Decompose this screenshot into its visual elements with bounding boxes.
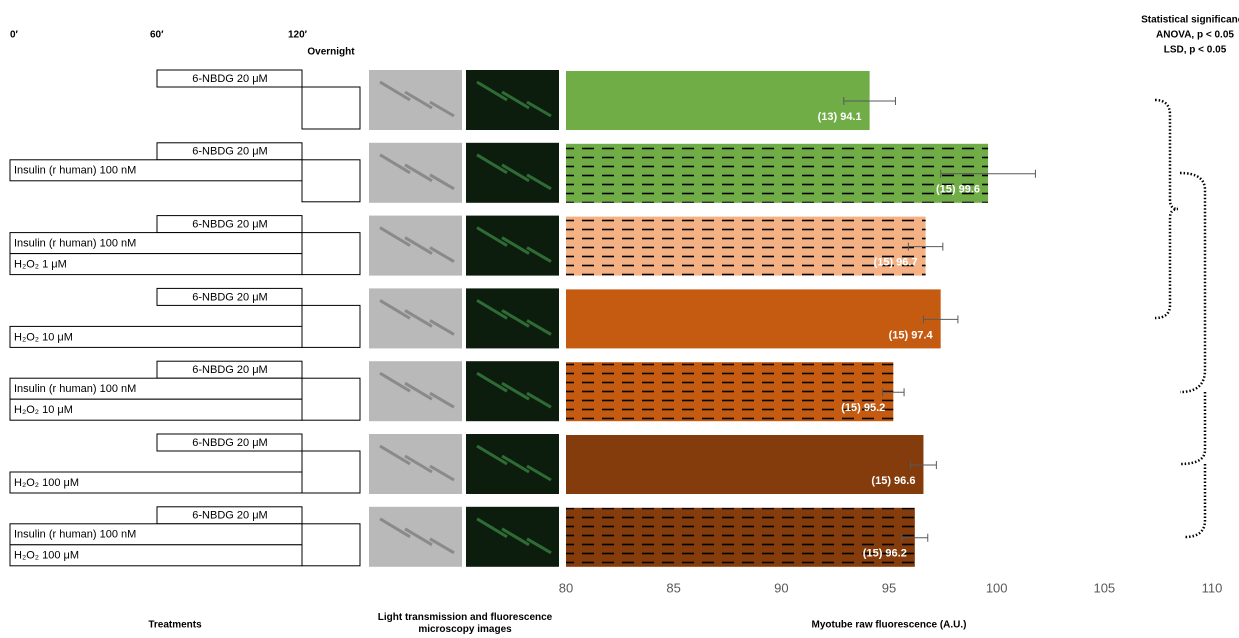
value-label: (15) 99.6 — [936, 184, 980, 196]
bar — [566, 217, 926, 276]
light-image — [369, 434, 462, 494]
light-image — [369, 143, 462, 203]
treatment-label: Insulin (r human) 100 nM — [14, 165, 136, 177]
significance-title: Statistical significance — [1141, 15, 1239, 26]
treatment-label: H₂O₂ 10 μM — [14, 404, 73, 416]
treatment-label: 6-NBDG 20 μM — [192, 364, 267, 376]
figure: 0′ 60′ 120′ Overnight Statistical signif… — [0, 0, 1239, 638]
value-label: (15) 96.2 — [863, 548, 907, 560]
value-label: (15) 95.2 — [841, 402, 885, 414]
x-tick-label: 110 — [1202, 580, 1223, 595]
time-label: 60′ — [150, 30, 164, 41]
overnight-box — [302, 378, 360, 420]
treatment-label: 6-NBDG 20 μM — [192, 510, 267, 522]
value-label: (13) 94.1 — [818, 111, 862, 123]
x-tick-label: 100 — [986, 580, 1008, 595]
fluorescence-image — [466, 288, 559, 348]
light-image — [369, 70, 462, 130]
significance-brace — [1155, 100, 1178, 318]
overnight-box — [302, 160, 360, 202]
bar — [566, 435, 923, 494]
treatments-label: Treatments — [148, 620, 202, 631]
fluorescence-image — [466, 361, 559, 421]
fluorescence-image — [466, 216, 559, 276]
x-tick-label: 105 — [1093, 580, 1115, 595]
x-tick-label: 90 — [774, 580, 788, 595]
images-label-box: Light transmission and fluorescence micr… — [360, 612, 570, 638]
overnight-box — [302, 233, 360, 275]
treatment-label: Insulin (r human) 100 nM — [14, 238, 136, 250]
treatment-label: Insulin (r human) 100 nM — [14, 383, 136, 395]
treatment-label: 6-NBDG 20 μM — [192, 219, 267, 231]
treatment-label: 6-NBDG 20 μM — [192, 73, 267, 85]
x-axis-label: Myotube raw fluorescence (A.U.) — [811, 620, 966, 631]
significance-line: ANOVA, p < 0.05 — [1156, 30, 1234, 41]
x-tick-label: 80 — [559, 580, 573, 595]
overnight-box — [302, 451, 360, 493]
x-tick-label: 95 — [882, 580, 896, 595]
treatment-label: H₂O₂ 10 μM — [14, 331, 73, 343]
time-label: Overnight — [307, 47, 355, 58]
fluorescence-image — [466, 434, 559, 494]
value-label: (15) 96.7 — [874, 257, 918, 269]
treatment-label: Insulin (r human) 100 nM — [14, 529, 136, 541]
significance-line: LSD, p < 0.05 — [1164, 45, 1227, 56]
light-image — [369, 361, 462, 421]
value-label: (15) 97.4 — [889, 329, 934, 341]
fluorescence-image — [466, 507, 559, 567]
fluorescence-image — [466, 70, 559, 130]
bar — [566, 144, 988, 203]
fluorescence-image — [466, 143, 559, 203]
overnight-box — [302, 305, 360, 347]
x-tick-label: 85 — [666, 580, 680, 595]
light-image — [369, 216, 462, 276]
significance-brace — [1180, 173, 1205, 537]
light-image — [369, 507, 462, 567]
time-label: 0′ — [10, 30, 19, 41]
images-label: Light transmission and fluorescence micr… — [360, 612, 570, 636]
treatment-label: H₂O₂ 100 μM — [14, 550, 79, 562]
value-label: (15) 96.6 — [871, 475, 915, 487]
treatment-label: 6-NBDG 20 μM — [192, 146, 267, 158]
treatment-label: H₂O₂ 1 μM — [14, 259, 67, 271]
overnight-box — [302, 524, 360, 566]
bar — [566, 289, 941, 348]
time-label: 120′ — [288, 30, 308, 41]
treatment-label: H₂O₂ 100 μM — [14, 477, 79, 489]
light-image — [369, 288, 462, 348]
treatment-label: 6-NBDG 20 μM — [192, 437, 267, 449]
overnight-box — [302, 87, 360, 129]
treatment-label: 6-NBDG 20 μM — [192, 291, 267, 303]
